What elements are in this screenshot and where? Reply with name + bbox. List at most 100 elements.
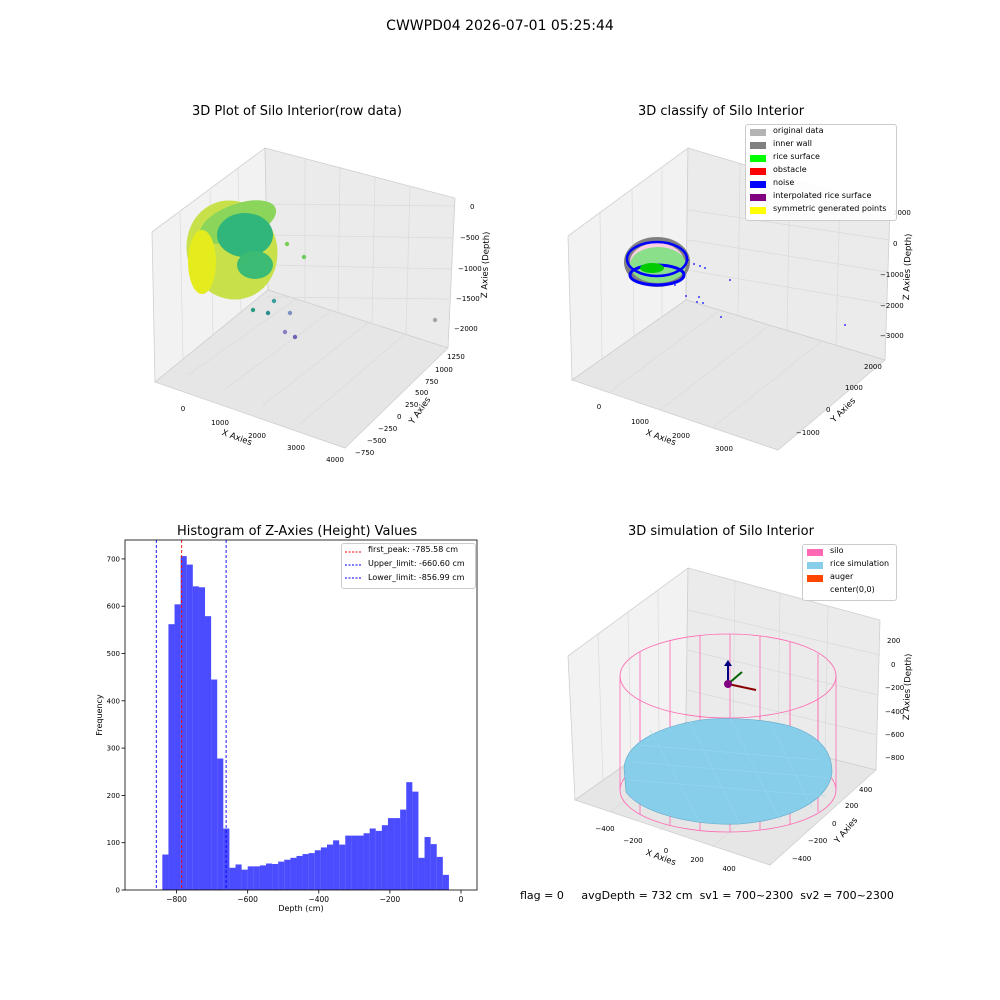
classify-legend: original data inner wall rice surface ob… — [745, 124, 897, 221]
simulation-y-tick: −200 — [808, 837, 827, 845]
legend-swatch — [807, 549, 823, 556]
histogram-bar — [180, 556, 187, 890]
histogram-bar — [345, 835, 352, 890]
legend-line-swatches — [345, 551, 361, 579]
simulation-y-tick: 200 — [845, 802, 858, 810]
raw-y-tick: −500 — [367, 437, 386, 445]
legend-label: rice simulation — [830, 559, 890, 568]
simulation-x-tick: −200 — [623, 837, 642, 845]
simulation-y-tick: −400 — [792, 855, 811, 863]
classify-y-tick: 1000 — [845, 384, 863, 392]
histogram-y-tick-label: 200 — [107, 792, 120, 800]
histogram-x-tick-label: −800 — [166, 895, 187, 904]
classify-3d-point-cloud — [624, 237, 690, 287]
legend-label: interpolated rice surface — [773, 191, 872, 200]
legend-label: Lower_limit: -856.99 cm — [368, 573, 465, 582]
simulation-x-tick: 400 — [722, 865, 735, 873]
raw-3d-point-cloud — [186, 200, 278, 300]
histogram-bar — [205, 616, 212, 890]
legend-label: center(0,0) — [830, 585, 875, 594]
histogram-bar — [241, 869, 248, 890]
histogram-bar — [265, 863, 273, 890]
legend-label: inner wall — [773, 139, 813, 148]
raw-x-tick: 0 — [181, 405, 185, 413]
raw-x-tick: 4000 — [326, 456, 344, 464]
histogram-title: Histogram of Z-Axies (Height) Values — [177, 524, 418, 539]
histogram-bar — [290, 857, 297, 890]
legend-swatch — [750, 194, 766, 201]
histogram-bar — [394, 818, 401, 890]
histogram-bar — [192, 586, 199, 890]
histogram-bar — [247, 866, 254, 890]
histogram-bar — [278, 861, 285, 890]
raw-x-tick: 2000 — [248, 432, 266, 440]
histogram-bar — [363, 833, 370, 890]
histogram-bar — [235, 864, 242, 890]
histogram-x-tick-label: −600 — [237, 895, 258, 904]
histogram-x-tick-label: 0 — [459, 895, 464, 904]
histogram-x-axis-label: Depth (cm) — [278, 904, 323, 913]
raw-y-tick: 0 — [397, 413, 401, 421]
sv2-text: sv2 = 700~2300 — [800, 889, 894, 902]
raw-z-tick: 0 — [470, 203, 474, 211]
avg-depth-text: avgDepth = 732 cm — [581, 889, 693, 902]
plot-title-simulation: 3D simulation of Silo Interior — [628, 524, 814, 539]
raw-3d-panes — [151, 147, 456, 449]
histogram-bar — [302, 854, 309, 890]
classify-y-tick: −1000 — [796, 429, 820, 437]
histogram-y-tick-label: 400 — [107, 697, 120, 705]
histogram-bar — [418, 857, 425, 890]
classify-noise-points — [674, 259, 846, 326]
histogram-y-tick-label: 0 — [116, 887, 120, 895]
histogram-bar — [436, 856, 443, 890]
raw-z-axis-label: Z Axies (Depth) — [480, 231, 492, 298]
raw-x-tick: 1000 — [211, 419, 229, 427]
figure-title: CWWPD04 2026-07-01 05:25:44 — [386, 18, 614, 34]
histogram-bar — [223, 828, 230, 890]
legend-swatch — [807, 575, 823, 582]
histogram-bar — [174, 604, 181, 890]
histogram-y-tick-label: 600 — [107, 603, 120, 611]
legend-label: noise — [773, 178, 795, 187]
histogram-bar — [387, 818, 395, 890]
histogram-bar — [259, 865, 266, 890]
histogram-bar — [400, 809, 407, 890]
simulation-z-axis-label: Z Axies (Depth) — [902, 653, 914, 720]
simulation-z-tick: 0 — [891, 661, 895, 669]
simulation-y-tick: 400 — [859, 786, 872, 794]
histogram-bar — [168, 624, 175, 890]
raw-z-tick: −500 — [460, 234, 479, 242]
histogram-y-tick-label: 700 — [107, 555, 120, 563]
classify-z-axis-label: Z Axies (Depth) — [902, 233, 914, 300]
histogram-bar — [308, 853, 315, 890]
simulation-x-tick: 0 — [664, 847, 668, 855]
histogram-bar — [198, 587, 206, 890]
simulation-z-tick: −600 — [885, 731, 904, 739]
histogram-y-tick-label: 300 — [107, 745, 120, 753]
legend-label: original data — [773, 126, 824, 135]
raw-y-tick: −750 — [355, 449, 374, 457]
histogram-bar — [406, 782, 413, 890]
histogram-bar — [229, 867, 236, 890]
center-axes-marker — [724, 660, 757, 691]
histogram-y-tick-label: 100 — [107, 839, 120, 847]
histogram-y-tick-label: 500 — [107, 650, 120, 658]
raw-y-tick: 250 — [405, 401, 418, 409]
raw-3d-outlier-points — [250, 241, 438, 340]
histogram-bar — [326, 844, 334, 890]
classify-z-tick: −2000 — [880, 302, 904, 310]
raw-y-tick: −250 — [378, 425, 397, 433]
classify-y-tick: 2000 — [864, 363, 882, 371]
histogram-bar — [284, 859, 291, 890]
classify-x-tick: 2000 — [672, 432, 690, 440]
raw-x-tick: 3000 — [287, 444, 305, 452]
classify-x-tick: 0 — [597, 403, 601, 411]
histogram-bar — [339, 844, 346, 890]
histogram-bar — [351, 835, 358, 890]
histogram-x-tick-label: −200 — [380, 895, 401, 904]
legend-swatch — [750, 207, 766, 214]
classify-x-tick: 3000 — [715, 445, 733, 453]
legend-swatch — [750, 181, 766, 188]
raw-y-tick: 750 — [425, 378, 438, 386]
